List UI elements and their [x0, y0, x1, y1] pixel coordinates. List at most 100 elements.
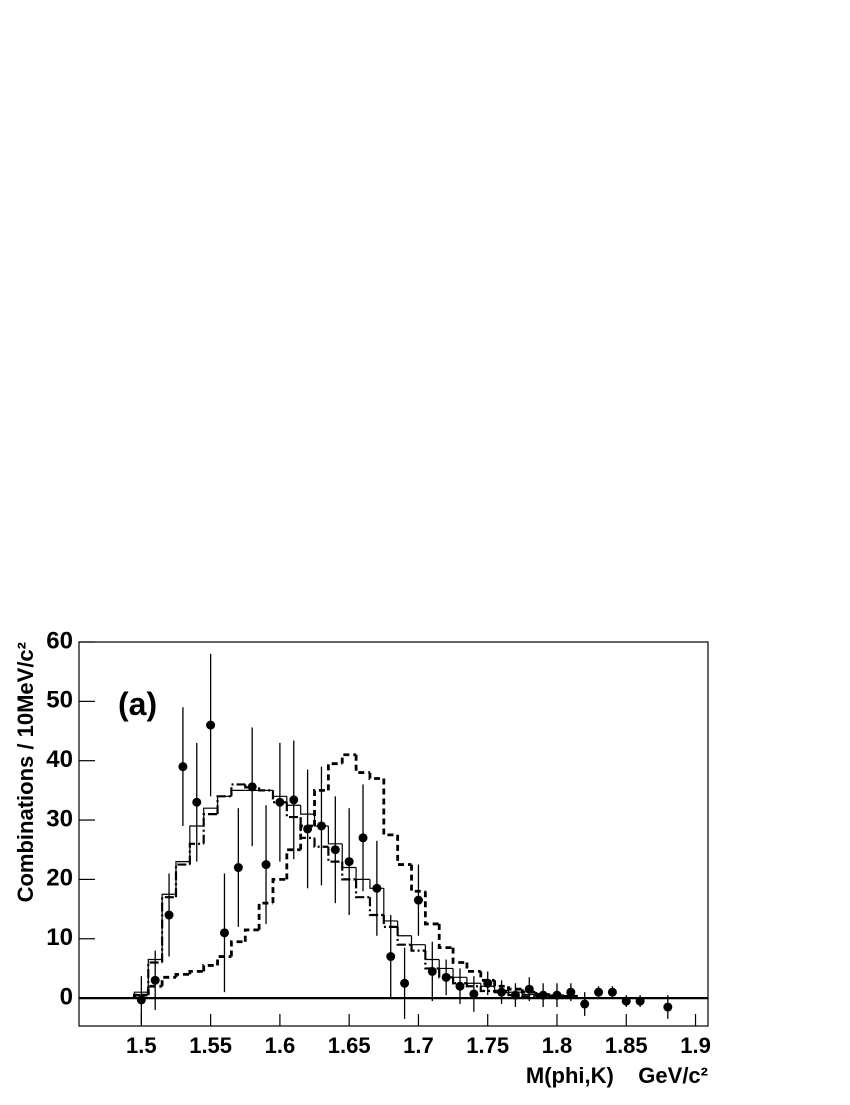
data-point: [372, 883, 382, 893]
data-point: [483, 978, 493, 988]
x-tick-label: 1.85: [605, 1033, 648, 1058]
data-point: [303, 824, 313, 834]
data-point: [455, 981, 465, 991]
data-point: [413, 895, 423, 905]
histogram-bin: [437, 923, 454, 950]
histogram-bin: [203, 807, 218, 826]
histogram-bin: [355, 867, 370, 881]
histogram-bin: [382, 915, 398, 928]
histogram-bin: [493, 980, 509, 988]
x-tick-label: 1.6: [265, 1033, 296, 1058]
data-point: [566, 987, 576, 997]
histogram-bin: [257, 901, 273, 930]
data-point: [621, 996, 631, 1006]
data-point: [469, 989, 479, 999]
data-point: [607, 987, 617, 997]
y-tick-label: 40: [46, 746, 73, 773]
histogram-bin: [423, 891, 440, 926]
data-point: [580, 999, 590, 1009]
histogram-bin: [410, 944, 426, 952]
histogram-bin: [424, 950, 440, 970]
data-point: [635, 996, 645, 1006]
histogram-bin: [285, 802, 301, 819]
histogram-bin: [174, 972, 190, 978]
histogram-bin: [410, 864, 426, 893]
histogram-bin: [327, 846, 343, 863]
histogram-bin: [174, 863, 190, 898]
histogram-bin: [313, 788, 329, 826]
histogram-bin: [216, 795, 232, 815]
histogram-bin: [340, 753, 357, 764]
data-point: [594, 987, 604, 997]
data-point: [192, 797, 202, 807]
histogram-bin: [452, 968, 467, 978]
y-tick-label: 10: [46, 924, 73, 951]
histogram-bin: [175, 860, 190, 895]
histogram-bin: [466, 977, 481, 984]
data-point: [427, 966, 437, 976]
histogram-bin: [243, 928, 260, 942]
histogram-bin: [202, 813, 218, 844]
histogram-bin: [341, 861, 357, 881]
histogram-bin: [160, 975, 176, 987]
annotation: (a): [118, 686, 157, 722]
plot-frame: [78, 641, 709, 1027]
data-point: [552, 990, 562, 1000]
y-tick-label: 60: [46, 627, 73, 654]
histogram-bin: [368, 897, 384, 917]
histogram-bin: [479, 986, 495, 993]
y-tick-label: 20: [46, 865, 73, 892]
histogram-bin: [327, 825, 343, 845]
data-point: [247, 782, 257, 792]
y-tick-label: 0: [60, 983, 73, 1010]
data-point: [330, 845, 340, 855]
histogram-bin: [465, 962, 481, 973]
data-point: [136, 995, 146, 1005]
histogram-bin: [230, 789, 246, 797]
histogram-bin: [216, 955, 232, 966]
histogram-bin: [230, 940, 246, 957]
data-point: [275, 797, 285, 807]
data-point: [441, 972, 451, 982]
histogram-bin: [354, 754, 370, 774]
data-point: [261, 860, 271, 870]
data-point: [524, 984, 534, 994]
histogram-bin: [521, 995, 537, 998]
histogram-bin: [188, 842, 204, 865]
histogram-bin: [493, 990, 509, 994]
y-tick-label: 50: [46, 687, 73, 714]
histogram-bin: [271, 878, 287, 904]
histogram-bin: [562, 994, 578, 998]
data-point: [497, 987, 507, 997]
histogram-bin: [368, 772, 384, 780]
histogram-bin: [410, 935, 426, 946]
x-tick-label: 1.65: [328, 1033, 371, 1058]
data-point: [289, 795, 299, 805]
data-point: [164, 910, 174, 920]
x-axis-label: M(phi,K) GeV/c²: [526, 1063, 708, 1088]
histogram-bin: [535, 995, 551, 999]
x-tick-label: 1.7: [403, 1033, 434, 1058]
histogram-bin: [146, 984, 163, 996]
x-tick-label: 1.75: [466, 1033, 509, 1058]
histogram-bin: [133, 993, 149, 999]
histogram-bin: [382, 778, 398, 837]
x-tick-label: 1.55: [189, 1033, 232, 1058]
data-point: [233, 863, 243, 873]
data-point: [316, 821, 326, 831]
histogram-bin: [396, 834, 412, 866]
data-point: [538, 990, 548, 1000]
histogram-bin: [326, 762, 343, 791]
histogram-bin: [479, 971, 495, 982]
x-tick-label: 1.8: [542, 1033, 573, 1058]
x-tick-label: 1.9: [680, 1033, 711, 1058]
data-point: [344, 857, 354, 867]
data-point: [386, 952, 396, 962]
histogram-bin: [216, 795, 232, 809]
data-point: [663, 1002, 673, 1012]
histogram-bin: [300, 805, 315, 815]
histogram-bin: [451, 977, 467, 985]
y-tick-label: 30: [46, 805, 73, 832]
data-point: [400, 978, 410, 988]
